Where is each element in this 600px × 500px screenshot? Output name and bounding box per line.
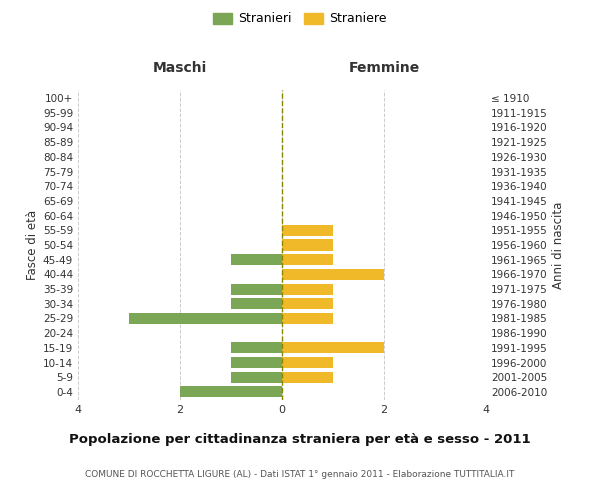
Bar <box>129 313 282 324</box>
Bar <box>282 342 384 353</box>
Bar <box>231 372 282 382</box>
Bar <box>282 372 333 382</box>
Bar <box>231 342 282 353</box>
Bar <box>231 357 282 368</box>
Text: Femmine: Femmine <box>349 60 419 74</box>
Bar <box>231 298 282 310</box>
Bar <box>231 254 282 265</box>
Bar <box>282 313 333 324</box>
Y-axis label: Fasce di età: Fasce di età <box>26 210 39 280</box>
Bar <box>282 269 384 280</box>
Bar <box>282 284 333 294</box>
Bar <box>282 240 333 250</box>
Bar <box>282 357 333 368</box>
Bar <box>282 298 333 310</box>
Bar <box>282 225 333 236</box>
Bar <box>180 386 282 398</box>
Text: Popolazione per cittadinanza straniera per età e sesso - 2011: Popolazione per cittadinanza straniera p… <box>69 432 531 446</box>
Text: Maschi: Maschi <box>153 60 207 74</box>
Legend: Stranieri, Straniere: Stranieri, Straniere <box>209 8 391 29</box>
Bar <box>282 254 333 265</box>
Y-axis label: Anni di nascita: Anni di nascita <box>552 202 565 288</box>
Text: COMUNE DI ROCCHETTA LIGURE (AL) - Dati ISTAT 1° gennaio 2011 - Elaborazione TUTT: COMUNE DI ROCCHETTA LIGURE (AL) - Dati I… <box>85 470 515 479</box>
Bar <box>231 284 282 294</box>
